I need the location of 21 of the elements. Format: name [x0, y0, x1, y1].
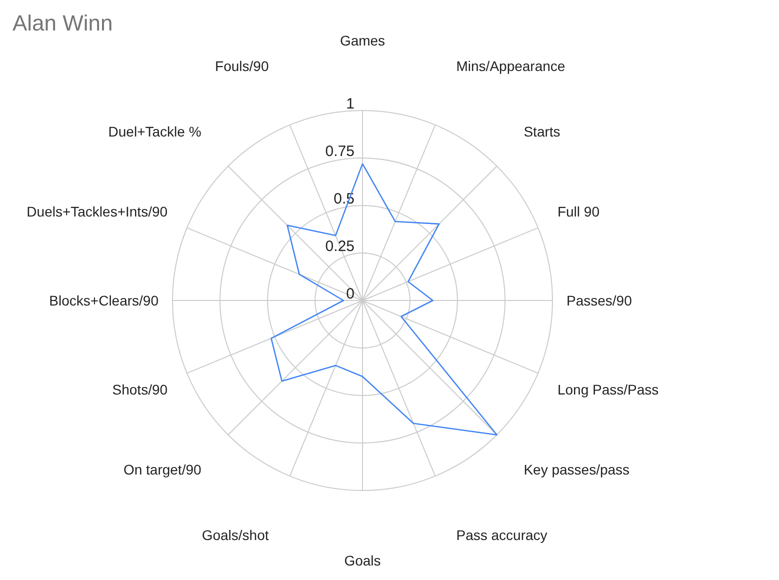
spoke-label: Full 90 [557, 204, 600, 220]
spoke-label: Key passes/pass [524, 462, 630, 478]
spoke-label: Duel+Tackle % [108, 123, 202, 140]
y-tick-label: 1 [346, 96, 354, 112]
spoke-label: Games [340, 32, 386, 48]
spoke-label: Goals/shot [202, 526, 269, 543]
spoke-label: Long Pass/Pass [557, 381, 659, 398]
spoke-label: Shots/90 [112, 381, 168, 398]
spoke-label: Goals [344, 552, 381, 568]
spoke-label: Pass accuracy [456, 526, 548, 543]
y-tick-label: 0.25 [325, 238, 355, 255]
y-tick-label: 0 [346, 286, 354, 302]
spoke-label: Passes/90 [566, 292, 632, 308]
y-tick-label: 0.75 [325, 143, 355, 160]
chart-title: Alan Winn [12, 10, 113, 36]
spoke-label: Mins/Appearance [456, 58, 566, 74]
spoke-label: Fouls/90 [215, 58, 269, 74]
spoke-label: Blocks+Clears/90 [49, 292, 159, 308]
spoke-label: On target/90 [123, 462, 202, 478]
spoke-label: Duels+Tackles+Ints/90 [26, 204, 168, 220]
spoke-label: Starts [524, 123, 560, 140]
